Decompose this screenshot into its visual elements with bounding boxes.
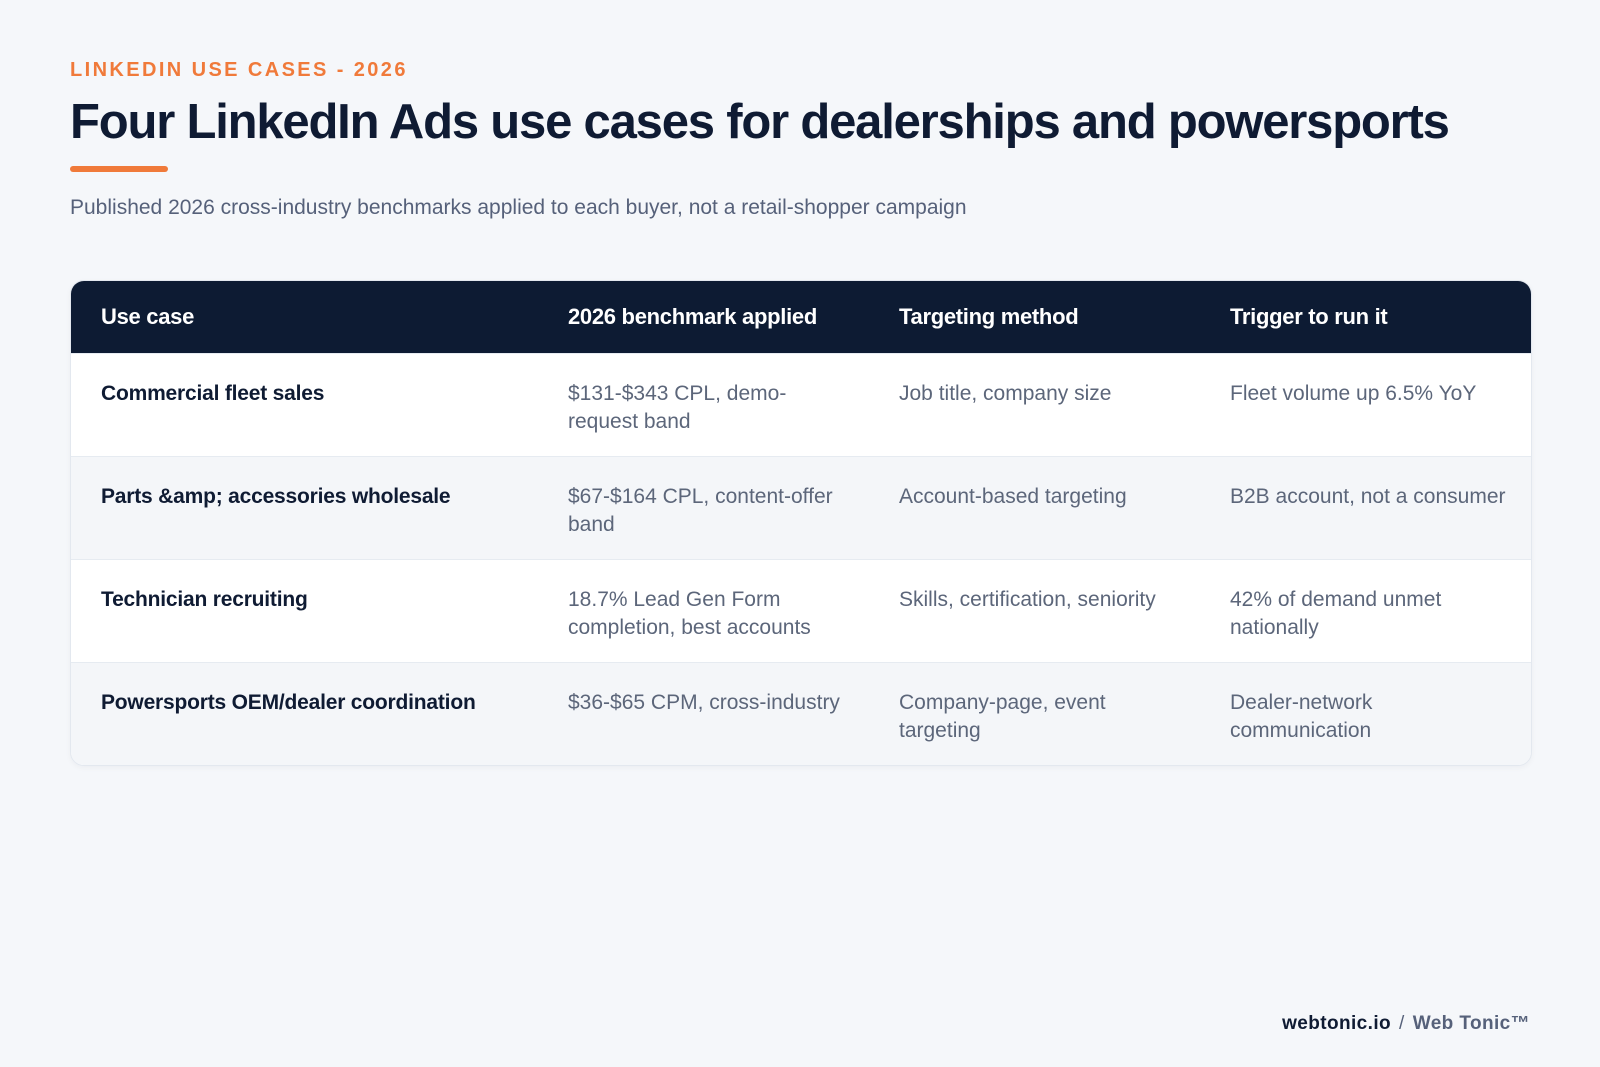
table-header-row: Use case 2026 benchmark applied Targetin…: [71, 281, 1531, 353]
title-underline: [70, 166, 168, 172]
use-case-cell: Commercial fleet sales: [101, 382, 325, 405]
footer-separator: /: [1399, 1013, 1405, 1034]
benchmark-cell: 18.7% Lead Gen Form completion, best acc…: [568, 588, 811, 639]
page-subtitle: Published 2026 cross-industry benchmarks…: [70, 196, 967, 219]
targeting-cell: Skills, certification, seniority: [899, 588, 1156, 611]
trigger-cell: Fleet volume up 6.5% YoY: [1230, 382, 1477, 405]
table-row: Commercial fleet sales $131-$343 CPL, de…: [71, 353, 1531, 456]
use-case-cell: Powersports OEM/dealer coordination: [101, 691, 476, 714]
column-header-use-case: Use case: [101, 304, 195, 329]
benchmark-cell: $36-$65 CPM, cross-industry: [568, 691, 840, 714]
eyebrow-label: LINKEDIN USE CASES - 2026: [70, 59, 408, 81]
use-case-table: Use case 2026 benchmark applied Targetin…: [70, 280, 1532, 766]
trigger-cell: Dealer-network communication: [1230, 691, 1373, 742]
column-header-trigger: Trigger to run it: [1230, 304, 1388, 329]
footer-site: webtonic.io: [1282, 1013, 1392, 1034]
targeting-cell: Account-based targeting: [899, 485, 1127, 508]
use-case-cell: Technician recruiting: [101, 588, 308, 611]
targeting-cell: Company-page, event targeting: [899, 691, 1106, 742]
use-case-cell: Parts &amp; accessories wholesale: [101, 485, 451, 508]
footer-brand: Web Tonic™: [1412, 1013, 1530, 1034]
column-header-benchmark: 2026 benchmark applied: [568, 304, 817, 329]
page: LINKEDIN USE CASES - 2026 Four LinkedIn …: [70, 0, 1532, 1067]
table-row: Powersports OEM/dealer coordination $36-…: [71, 662, 1531, 765]
trigger-cell: B2B account, not a consumer: [1230, 485, 1506, 508]
table-row: Parts &amp; accessories wholesale $67-$1…: [71, 456, 1531, 559]
trigger-cell: 42% of demand unmet nationally: [1230, 588, 1442, 639]
column-header-targeting: Targeting method: [899, 304, 1079, 329]
footer-credit: webtonic.io / Web Tonic™: [1282, 1013, 1530, 1035]
benchmark-cell: $67-$164 CPL, content-offer band: [568, 485, 833, 536]
benchmark-cell: $131-$343 CPL, demo-request band: [568, 382, 787, 433]
table-row: Technician recruiting 18.7% Lead Gen For…: [71, 559, 1531, 662]
page-title: Four LinkedIn Ads use cases for dealersh…: [70, 95, 1450, 149]
targeting-cell: Job title, company size: [899, 382, 1112, 405]
